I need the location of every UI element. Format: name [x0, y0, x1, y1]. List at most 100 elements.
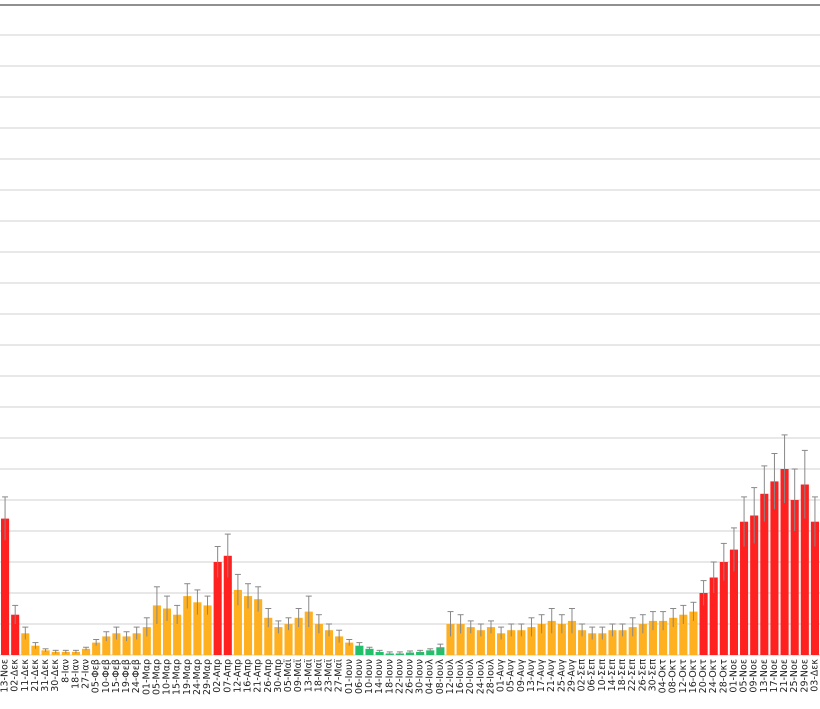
x-tick-label: 20-Οκτ [698, 659, 709, 694]
x-tick-label: 11-Δεκ [20, 659, 31, 692]
bar [669, 617, 678, 655]
bar [547, 620, 556, 655]
x-tick-label: 21-Αυγ [546, 659, 557, 693]
bar [132, 633, 141, 655]
x-tick-label: 24-Μαρ [192, 659, 203, 695]
bar [324, 630, 334, 655]
bar [770, 481, 779, 655]
bar [729, 549, 738, 655]
bar [294, 617, 303, 655]
bar [588, 633, 597, 655]
bar [223, 555, 232, 655]
x-tick-label: 05-Νοε [739, 659, 750, 693]
bar [628, 627, 637, 655]
x-tick-label: 30-Σεπ [647, 659, 658, 692]
bar [213, 562, 222, 655]
bar [699, 593, 708, 655]
x-tick-label: 10-Φεβ [101, 659, 112, 693]
bar [780, 469, 789, 655]
bar [426, 650, 435, 655]
bar [740, 521, 749, 655]
bar [608, 630, 617, 655]
bar [183, 596, 192, 655]
x-tick-label: 16-Οκτ [688, 659, 699, 694]
bar [537, 624, 546, 655]
bar [486, 627, 496, 655]
bar [800, 484, 809, 655]
x-tick-label: 17-Νοε [769, 659, 780, 693]
x-tick-label: 13-Αυγ [526, 659, 537, 693]
x-tick-label: 26-Απρ [263, 659, 274, 693]
x-tick-label: 07-Απρ [222, 659, 233, 693]
x-tick-label: 25-Νοε [789, 659, 800, 693]
x-tick-label: 26-Σεπ [637, 659, 648, 692]
x-tick-label: 10-Μαρ [162, 659, 173, 695]
bar [314, 624, 323, 655]
x-tick-label: 24-Ιουλ [475, 659, 486, 695]
x-tick-label: 29-Μαρ [202, 659, 213, 695]
x-tick-label: 29-Αυγ [566, 659, 577, 693]
x-tick-label: 02-Απρ [212, 659, 223, 693]
bar [304, 611, 313, 655]
x-tick-label: 15-Φεβ [111, 659, 122, 693]
x-tick-label: 01-Αυγ [496, 659, 507, 693]
x-tick-label: 15-Μαρ [172, 659, 183, 695]
bar [750, 515, 759, 655]
x-tick-label: 20-Ιουλ [465, 659, 476, 695]
bar [679, 614, 688, 655]
x-tick-label: 01-Μαρ [141, 659, 152, 695]
x-tick-label: 12-Οκτ [678, 659, 689, 694]
bar [659, 620, 668, 655]
x-tick-label: 21-Απρ [253, 659, 264, 693]
x-tick-label: 16-Ιουλ [455, 659, 466, 695]
x-tick-label: 28-Οκτ [718, 659, 729, 694]
bar [507, 630, 516, 655]
x-tick-label: 02-Δεκ [10, 659, 21, 692]
bar [446, 624, 455, 655]
bar [638, 624, 647, 655]
x-tick-label: 14-Ιουν [374, 659, 385, 694]
bar [648, 620, 658, 655]
bar [345, 642, 354, 655]
bar [92, 642, 101, 655]
x-tick-label: 13-Μαϊ [303, 659, 314, 692]
x-tick-label: 09-Αυγ [516, 659, 527, 693]
bar [254, 599, 263, 655]
x-tick-label: 23-Μαϊ [324, 659, 335, 692]
bar [11, 614, 20, 655]
x-tick-label: 28-Ιουλ [485, 659, 496, 695]
x-tick-label: 09-Μαϊ [293, 659, 304, 692]
x-tick-label: 17-Αυγ [536, 659, 547, 693]
bar [365, 648, 374, 655]
bar [689, 611, 698, 655]
bar [31, 645, 40, 655]
x-tick-label: 27-Ιαν [81, 659, 92, 689]
x-tick-label: 21-Νοε [779, 659, 790, 693]
x-tick-label: 18-Μαϊ [313, 659, 324, 692]
x-tick-label: 04-Οκτ [658, 659, 669, 694]
bar [578, 630, 587, 655]
bar [719, 562, 728, 655]
x-tick-label: 25-Αυγ [556, 659, 567, 693]
bar [21, 633, 30, 655]
x-tick-label: 21-Δεκ [30, 659, 41, 692]
x-tick-label: 14-Σεπ [607, 659, 618, 692]
x-tick-label: 29-Νοε [799, 659, 810, 693]
x-tick-label: 19-Μαρ [182, 659, 193, 695]
bar [618, 630, 627, 655]
bar [517, 630, 526, 655]
x-tick-label: 08-Ιουλ [435, 659, 446, 695]
bar [709, 577, 718, 655]
x-tick-label: 18-Ιαν [70, 659, 81, 689]
bar [152, 605, 161, 655]
bar [335, 636, 344, 655]
x-tick-label: 12-Απρ [232, 659, 243, 693]
x-tick-label: 12-Ιουλ [445, 659, 456, 695]
bar [203, 605, 212, 655]
bar [82, 648, 91, 655]
bar [527, 627, 536, 655]
x-tick-label: 18-Σεπ [617, 659, 628, 692]
x-tick-label: 02-Σεπ [577, 659, 588, 692]
